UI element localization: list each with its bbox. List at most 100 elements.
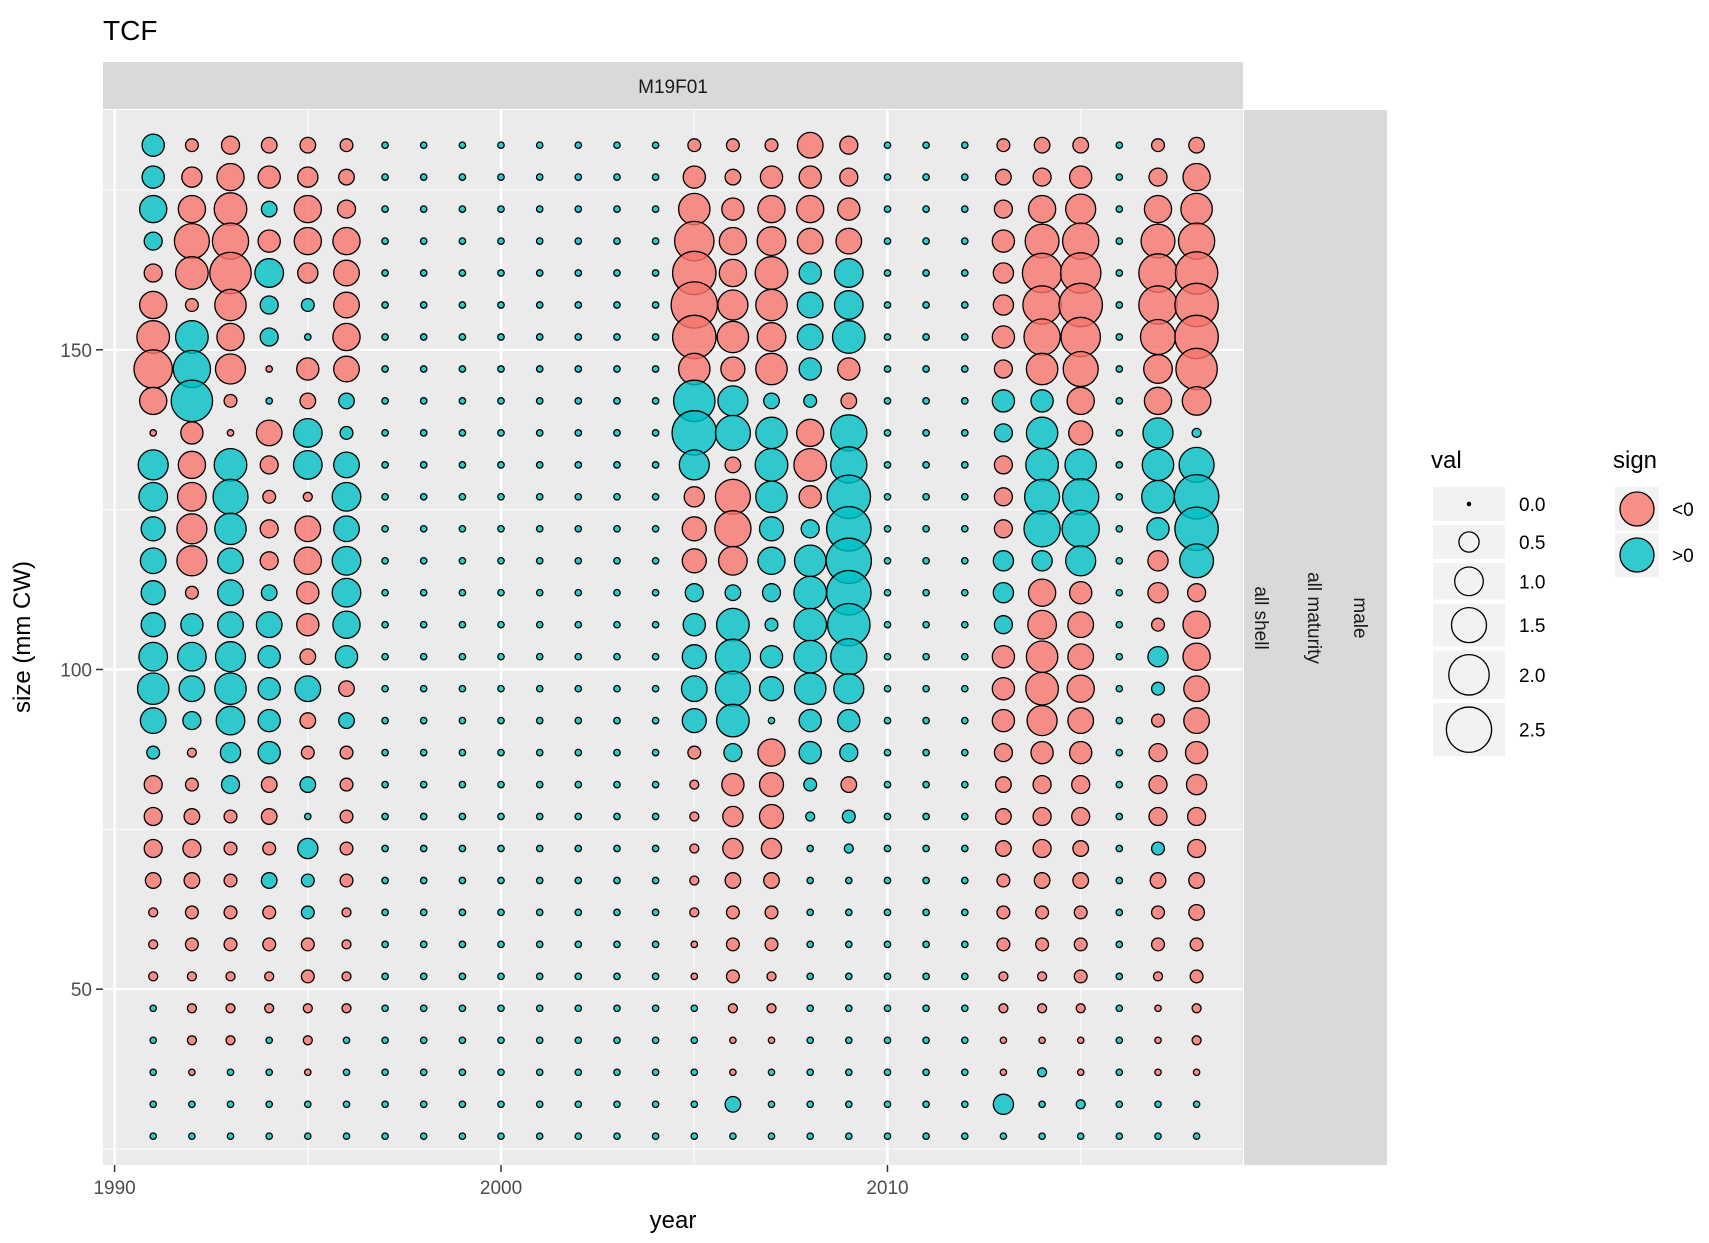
bubble-point [883, 1100, 892, 1109]
bubble-point [143, 806, 163, 827]
bubble-point [806, 1132, 815, 1141]
bubble-point [1067, 707, 1095, 735]
bubble-point [574, 876, 583, 885]
bubble-point [1175, 347, 1218, 391]
bubble-point [724, 168, 742, 186]
bubble-point [883, 1004, 892, 1013]
bubble-point [844, 1068, 853, 1077]
bubble-point [837, 197, 861, 221]
bubble-point [1076, 1036, 1085, 1045]
bubble-point [922, 1100, 930, 1109]
bubble-point [381, 461, 389, 469]
bubble-point [806, 940, 815, 949]
bubble-point [613, 684, 621, 693]
bubble-point [757, 194, 786, 224]
bubble-point [960, 461, 969, 469]
bubble-point [302, 1003, 313, 1014]
bubble-point [1150, 841, 1166, 856]
bubble-point [833, 290, 864, 320]
bubble-point [830, 414, 868, 452]
bubble-point [1191, 1003, 1202, 1014]
bubble-point [1141, 448, 1175, 482]
bubble-point [174, 256, 209, 290]
bubble-point [294, 515, 322, 543]
bubble-point [922, 173, 930, 181]
bubble-point [1075, 1099, 1086, 1110]
bubble-point [1036, 971, 1048, 982]
bubble-point [458, 652, 467, 661]
bubble-point [1066, 674, 1095, 703]
bubble-point [613, 141, 621, 150]
bubble-point [497, 748, 505, 757]
bubble-point [419, 237, 428, 245]
bubble-point [883, 908, 892, 917]
bubble-point [763, 392, 780, 410]
bubble-point [960, 1036, 969, 1045]
bubble-point [725, 969, 740, 984]
bubble-point [1076, 1132, 1085, 1141]
bubble-point [1139, 318, 1177, 356]
bubble-point [725, 138, 740, 153]
bubble-point [1031, 550, 1053, 572]
bubble-point [992, 294, 1015, 316]
bubble-point [613, 301, 621, 309]
bubble-point [339, 841, 354, 856]
bubble-point [497, 333, 505, 341]
bubble-point [754, 447, 789, 482]
bubble-point [960, 1004, 969, 1013]
bubble-point [255, 611, 283, 639]
bubble-point [837, 357, 861, 381]
bubble-point [497, 556, 505, 565]
bubble-point [690, 1004, 699, 1013]
bubble-point [1072, 136, 1090, 154]
bubble-point [1115, 780, 1124, 789]
bubble-point [535, 972, 544, 981]
bubble-point [793, 544, 827, 578]
bubble-point [613, 429, 621, 437]
bubble-point [574, 556, 583, 565]
bubble-point [883, 556, 892, 565]
bubble-point [922, 812, 930, 821]
bubble-point [257, 676, 281, 701]
bubble-point [613, 876, 621, 885]
facet-label-male: male [1349, 597, 1370, 638]
bubble-point [419, 556, 428, 565]
bubble-point [149, 1132, 158, 1141]
bubble-point [296, 580, 320, 605]
bubble-point [1184, 740, 1209, 765]
bubble-point [574, 908, 583, 917]
bubble-point [992, 1093, 1015, 1116]
bubble-point [419, 748, 428, 757]
bubble-point [219, 741, 242, 764]
bubble-point [497, 1132, 505, 1141]
bubble-point [1061, 509, 1100, 549]
bubble-point [184, 297, 199, 313]
bubble-point [714, 638, 752, 675]
bubble-point [714, 478, 752, 515]
bubble-point [718, 258, 748, 288]
bubble-point [148, 907, 159, 918]
bubble-point [574, 780, 583, 789]
bubble-point [651, 812, 660, 821]
bubble-point [755, 480, 788, 514]
bubble-point [798, 261, 822, 285]
bubble-point [254, 258, 285, 288]
bubble-point [883, 237, 892, 245]
bubble-point [690, 1132, 699, 1141]
legend-size-circle [1458, 531, 1480, 553]
bubble-point [613, 524, 621, 533]
bubble-point [381, 333, 389, 341]
bubble-point [833, 258, 864, 288]
bubble-point [922, 205, 930, 213]
bubble-point [613, 1100, 621, 1109]
bubble-point [303, 812, 312, 821]
bubble-point [257, 165, 281, 189]
bubble-point [724, 872, 742, 889]
bubble-point [806, 844, 815, 853]
bubble-point [574, 429, 583, 437]
bubble-point [293, 546, 323, 576]
bubble-point [300, 937, 315, 952]
bubble-point [1183, 675, 1211, 703]
bubble-point [223, 809, 238, 824]
bubble-point [331, 481, 362, 512]
